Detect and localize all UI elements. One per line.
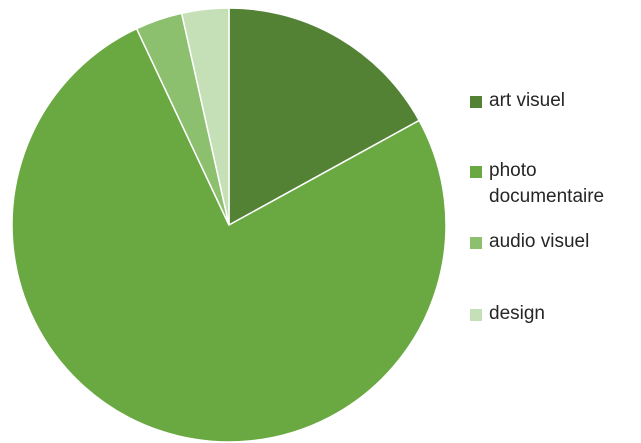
legend-item-art-visuel: art visuel (470, 88, 629, 114)
legend-label-design: design (489, 303, 545, 324)
legend-swatch-photo-documentaire (470, 166, 482, 178)
legend-swatch-art-visuel (470, 96, 482, 108)
legend-item-design: design (470, 301, 629, 327)
legend-swatch-audio-visuel (470, 237, 482, 249)
pie-slices (11, 7, 447, 443)
pie-slice-art-visuel (228, 7, 421, 227)
legend-label-art-visuel: art visuel (489, 90, 566, 111)
legend-item-photo-documentaire: photo documentaire (470, 158, 629, 210)
legend-label-audio-visuel: audio visuel (489, 231, 590, 252)
pie-slice-design (180, 7, 230, 226)
legend-label-photo-documentaire: photo documentaire (489, 160, 605, 207)
legend-item-audio-visuel: audio visuel (470, 229, 629, 255)
pie-slice-photo-documentaire (11, 27, 447, 443)
legend-swatch-design (470, 309, 482, 321)
